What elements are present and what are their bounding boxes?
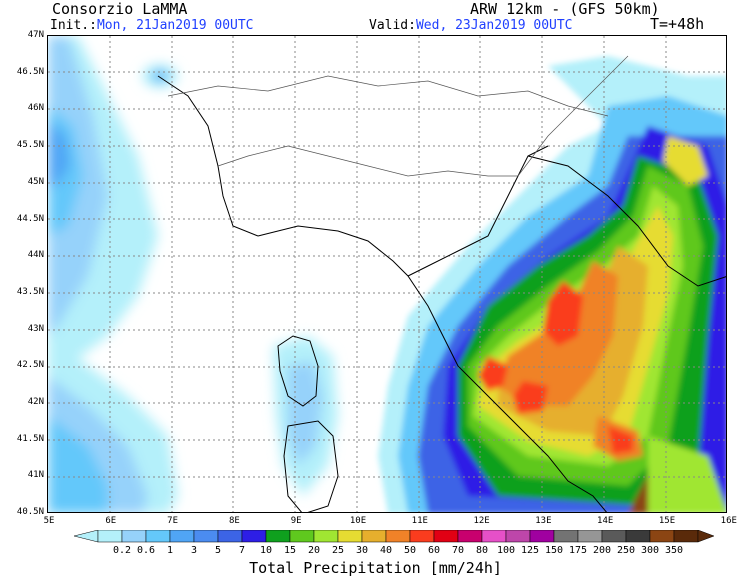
latitude-label: 44N: [27, 250, 44, 261]
valid-line: Valid:Wed, 23Jan2019 00UTC: [369, 18, 573, 33]
legend-value: 175: [568, 545, 588, 556]
legend-value: 60: [427, 545, 441, 556]
longitude-label: 5E: [43, 516, 55, 526]
legend-value: 25: [331, 545, 345, 556]
legend-swatch: [433, 530, 459, 543]
legend-value: 100: [496, 545, 516, 556]
legend-value: 125: [520, 545, 540, 556]
valid-value: Wed, 23Jan2019 00UTC: [415, 18, 573, 33]
org-title: Consorzio LaMMA: [52, 0, 188, 18]
legend-value: 7: [238, 545, 246, 556]
legend-swatch: [673, 530, 699, 543]
legend-value: 70: [451, 545, 465, 556]
latitude-label: 42N: [27, 397, 44, 407]
legend-swatch: [169, 530, 195, 543]
legend-value: 80: [475, 545, 489, 556]
legend-swatch: [361, 530, 387, 543]
legend-swatch: [457, 530, 483, 543]
legend-swatch: [577, 530, 603, 543]
country-borders: [167, 55, 629, 177]
latitude-label: 45.5N: [16, 140, 44, 151]
legend-value: 250: [616, 545, 636, 556]
legend-swatch: [313, 530, 339, 543]
latitude-label: 42.5N: [16, 360, 44, 371]
legend-value: 5: [214, 545, 222, 556]
longitude-label: 15E: [658, 516, 676, 526]
model-title: ARW 12km - (GFS 50km): [470, 0, 660, 18]
init-prefix: Init.:: [50, 18, 97, 33]
legend-swatch: [481, 530, 507, 543]
legend-value: 0.2: [112, 545, 132, 556]
legend-swatch: [97, 530, 123, 543]
valid-prefix: Valid:: [369, 18, 416, 33]
map-svg: [48, 36, 726, 512]
init-value: Mon, 21Jan2019 00UTC: [96, 18, 254, 33]
latitude-label: 45N: [27, 176, 44, 187]
eastern-precip-system: [378, 56, 726, 512]
legend-swatch: [385, 530, 411, 543]
latitude-label: 40.5N: [16, 507, 44, 518]
longitude-label: 8E: [228, 516, 240, 526]
longitude-label: 12E: [473, 516, 490, 526]
latitude-label: 46.5N: [16, 66, 44, 77]
latitude-label: 43N: [27, 323, 44, 334]
longitude-label: 7E: [167, 516, 179, 526]
latitude-label: 46N: [27, 103, 44, 114]
legend-value: 40: [379, 545, 393, 556]
legend-value: 10: [259, 545, 273, 556]
legend-swatch: [409, 530, 435, 543]
legend-arrow-high: [697, 530, 714, 543]
legend-swatch: [505, 530, 531, 543]
latitude-label: 41.5N: [16, 433, 44, 444]
legend-swatch: [265, 530, 291, 543]
latitude-label: 43.5N: [16, 286, 44, 297]
legend-swatch: [145, 530, 171, 543]
precipitation-map: [47, 35, 727, 513]
legend-value: 1: [166, 545, 174, 556]
longitude-label: 13E: [535, 516, 552, 526]
legend-value: 3: [190, 545, 198, 556]
legend-swatch: [289, 530, 315, 543]
map-graticule: [48, 36, 726, 512]
legend-value: 30: [355, 545, 369, 556]
latitude-label: 44.5N: [16, 213, 44, 224]
legend-value: 300: [640, 545, 660, 556]
legend-value: 150: [544, 545, 564, 556]
legend-swatch: [121, 530, 147, 543]
legend-swatch: [529, 530, 555, 543]
init-line: Init.:Mon, 21Jan2019 00UTC: [50, 18, 254, 33]
legend-swatch: [241, 530, 267, 543]
longitude-label: 14E: [597, 516, 614, 526]
legend-swatch: [337, 530, 363, 543]
legend-swatch: [553, 530, 579, 543]
legend-swatch: [217, 530, 243, 543]
longitude-label: 10E: [349, 516, 367, 526]
legend-swatch: [193, 530, 219, 543]
legend-swatch: [601, 530, 627, 543]
lead-time: T=+48h: [650, 15, 705, 33]
latitude-label: 47N: [27, 30, 44, 40]
longitude-label: 9E: [290, 516, 302, 526]
legend-value: 200: [592, 545, 612, 556]
legend-arrow-low: [74, 530, 99, 543]
legend-colorbar: [74, 530, 714, 543]
western-precip-field: [48, 36, 178, 512]
latitude-label: 41N: [27, 470, 44, 481]
legend-value: 20: [307, 545, 321, 556]
legend-swatch: [625, 530, 651, 543]
legend-value: 0.6: [136, 545, 156, 556]
longitude-label: 16E: [720, 516, 737, 526]
legend-value: 50: [403, 545, 417, 556]
legend-value: 15: [283, 545, 297, 556]
legend-value: 350: [664, 545, 684, 556]
longitude-label: 6E: [105, 516, 117, 526]
longitude-label: 11E: [411, 516, 428, 526]
legend-swatch: [649, 530, 675, 543]
legend-title: Total Precipitation [mm/24h]: [249, 559, 502, 577]
